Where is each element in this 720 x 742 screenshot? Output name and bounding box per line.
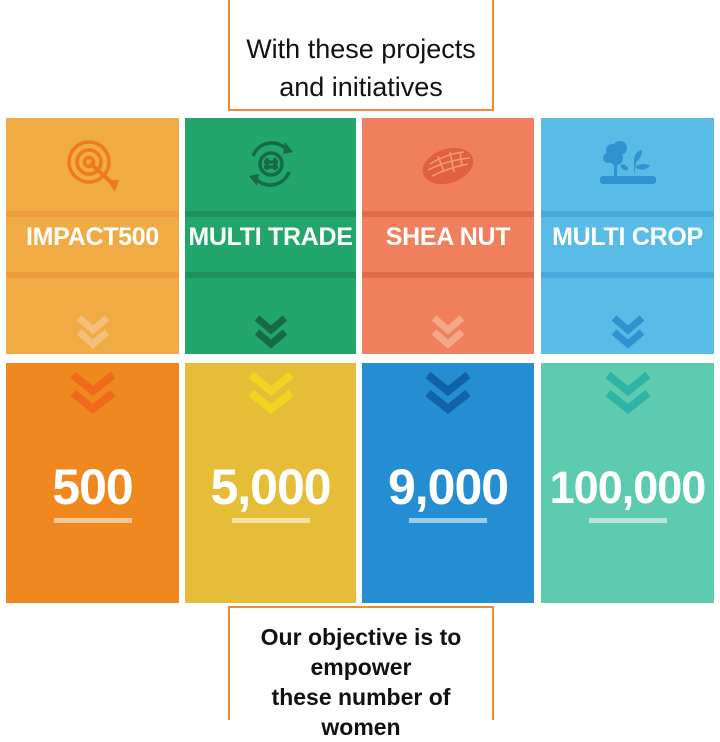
chevron-down-icon — [254, 315, 287, 349]
target-card-impact500: 500 — [6, 363, 179, 603]
target-icon — [66, 140, 119, 192]
chevron-down-icon — [611, 315, 644, 349]
chevron-down-icon — [76, 315, 109, 349]
target-card-shea-nut: 9,000 — [362, 363, 534, 603]
women-count: 9,000 — [387, 459, 509, 515]
header-frame: With these projects and initiatives — [228, 0, 494, 111]
underline — [231, 518, 310, 523]
footer-text: Our objective is to empower these number… — [230, 622, 492, 742]
footer-frame: Our objective is to empower these number… — [228, 606, 494, 740]
chevron-down-icon — [248, 371, 293, 415]
chevron-down-icon — [431, 315, 465, 349]
header-line-1: With these projects — [246, 34, 476, 64]
underline — [588, 518, 667, 523]
project-label: MULTI CROP — [552, 223, 703, 251]
chevron-down-icon — [70, 371, 115, 415]
label-band — [6, 211, 179, 278]
label-band — [541, 211, 714, 278]
underline — [53, 518, 132, 523]
header-text: With these projects and initiatives — [230, 30, 492, 106]
footer-line-3: these number of women — [271, 684, 451, 740]
project-card-multi-trade: MULTI TRADE — [185, 118, 356, 354]
shea-nut-icon — [422, 147, 474, 185]
project-card-multi-crop: MULTI CROP — [541, 118, 714, 354]
footer-line-1: Our objective is to — [260, 624, 462, 650]
exchange-icon — [248, 141, 293, 187]
women-count: 500 — [52, 459, 133, 515]
chevron-down-icon — [425, 371, 471, 415]
project-label: MULTI TRADE — [188, 223, 353, 251]
target-card-multi-crop: 100,000 — [541, 363, 714, 603]
project-card-shea-nut: SHEA NUT — [362, 118, 534, 354]
header-line-2: and initiatives — [279, 72, 443, 102]
target-card-multi-trade: 5,000 — [185, 363, 356, 603]
label-band — [185, 211, 356, 278]
project-label: IMPACT500 — [26, 223, 159, 251]
project-label: SHEA NUT — [385, 223, 511, 251]
plants-icon — [599, 141, 656, 184]
project-card-impact500: IMPACT500 — [6, 118, 179, 354]
underline — [409, 518, 487, 523]
label-band — [362, 211, 534, 278]
women-count: 100,000 — [549, 462, 707, 513]
footer-line-2: empower — [310, 654, 412, 680]
chevron-down-icon — [605, 371, 650, 415]
women-count: 5,000 — [210, 459, 331, 515]
